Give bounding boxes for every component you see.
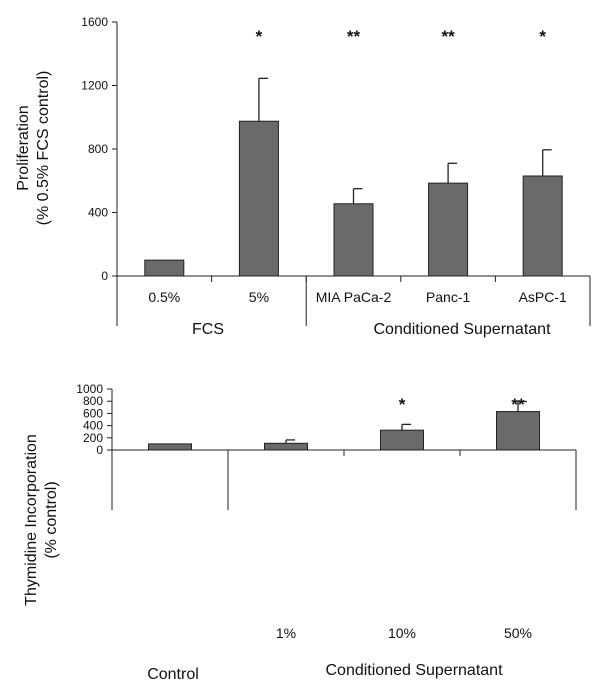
chart-2-significance-marker: * [399,395,406,414]
chart-1-ytick-label: 800 [88,142,108,156]
chart-1-bar [238,120,279,277]
chart-1-category-label: Panc-1 [426,289,471,305]
chart-1-group-label-fcs: FCS [192,321,224,338]
chart-2-category-label: 50% [504,625,532,641]
chart-2-significance-marker: ** [511,395,525,414]
chart-1-group-label-conditioned: Conditioned Supernatant [373,321,551,338]
chart-1-significance-marker: ** [441,27,455,46]
chart-2-ytick-label: 800 [83,394,103,408]
chart-1-ylabel-line-2: (% 0.5% FCS control) [35,71,52,226]
chart-1-bar [144,259,185,277]
chart-1-category-label: MIA PaCa-2 [316,289,392,305]
chart-2-ylabel-line-2: (% control) [43,481,60,558]
chart-1-category-label: AsPC-1 [519,289,567,305]
chart-1-significance-marker: * [539,27,546,46]
chart-2-category-label: 1% [276,625,296,641]
chart-1: Proliferation (% 0.5% FCS control) 0 400 8… [15,15,591,338]
chart-1-category-label: 0.5% [148,289,180,305]
chart-1-ylabel-line-1: Proliferation [15,105,32,190]
chart-1-ytick-label: 1200 [81,79,108,93]
chart-2-ytick-label: 0 [96,443,103,457]
chart-1-ytick-label: 400 [88,206,108,220]
chart-2: Thymidine Incorporation (% control) 0200… [23,382,577,683]
chart-1-ytick-label: 1600 [81,15,108,29]
chart-2-group-label-conditioned: Conditioned Supernatant [325,662,503,679]
chart-1-category-label: 5% [249,289,269,305]
chart-2-ytick-label: 200 [83,431,103,445]
chart-2-bar [496,411,540,451]
chart-1-bar [333,203,374,277]
chart-2-bar [380,429,424,451]
chart-2-ytick-label: 400 [83,419,103,433]
chart-1-significance-marker: * [256,27,263,46]
chart-1-ytick-label: 0 [101,269,108,283]
chart-1-significance-marker: ** [347,27,361,46]
chart-2-ytick-label: 1000 [76,382,103,396]
chart-2-category-label: 10% [388,625,416,641]
chart-2-marks: 1% * 10% ** 50% [148,395,540,641]
chart-2-ytick-label: 600 [83,406,103,420]
chart-1-bar [522,175,563,277]
chart-2-ylabel-line-1: Thymidine Incorporation [23,434,40,606]
chart-2-bar [264,442,308,451]
chart-2-bar [148,443,192,451]
chart-1-bar [428,182,469,277]
chart-2-group-label-control: Control [147,666,199,683]
chart-1-marks: 0.5% * 5% ** MIA PaCa-2 ** Panc-1 * AsPC-1 [144,27,567,305]
chart-1-axes: 0 400 800 1200 1600 [81,15,591,326]
